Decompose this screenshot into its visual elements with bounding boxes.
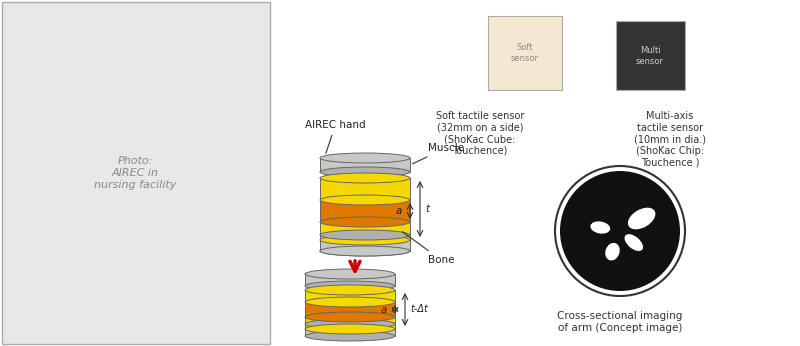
FancyBboxPatch shape xyxy=(305,274,395,286)
Text: Cross-sectional imaging
of arm (Concept image): Cross-sectional imaging of arm (Concept … xyxy=(558,311,682,333)
FancyBboxPatch shape xyxy=(320,178,410,200)
FancyBboxPatch shape xyxy=(305,290,395,302)
Ellipse shape xyxy=(320,246,410,256)
FancyBboxPatch shape xyxy=(305,302,395,317)
Ellipse shape xyxy=(320,235,410,245)
Ellipse shape xyxy=(305,297,395,307)
Text: t: t xyxy=(425,204,429,214)
FancyBboxPatch shape xyxy=(305,324,395,336)
FancyBboxPatch shape xyxy=(320,235,410,251)
Ellipse shape xyxy=(305,331,395,341)
Ellipse shape xyxy=(305,319,395,329)
FancyBboxPatch shape xyxy=(305,317,395,329)
Ellipse shape xyxy=(305,269,395,279)
Ellipse shape xyxy=(320,167,410,177)
Text: Photo:
AIREC in
nursing facility: Photo: AIREC in nursing facility xyxy=(94,156,176,190)
Ellipse shape xyxy=(590,221,610,234)
Ellipse shape xyxy=(320,153,410,163)
Text: Multi
sensor: Multi sensor xyxy=(636,46,664,66)
FancyBboxPatch shape xyxy=(320,158,410,172)
Ellipse shape xyxy=(320,230,410,240)
Ellipse shape xyxy=(320,195,410,205)
Ellipse shape xyxy=(320,173,410,183)
Text: Multi-axis
tactile sensor
(10mm in dia.)
(ShoKac Chip:
Touchence ): Multi-axis tactile sensor (10mm in dia.)… xyxy=(634,111,706,167)
Text: t-Δt: t-Δt xyxy=(410,304,428,315)
FancyBboxPatch shape xyxy=(2,2,270,344)
Ellipse shape xyxy=(606,243,620,261)
Text: Muscle: Muscle xyxy=(413,143,464,164)
FancyBboxPatch shape xyxy=(488,16,562,90)
Text: a: a xyxy=(381,305,387,315)
Ellipse shape xyxy=(320,217,410,227)
Ellipse shape xyxy=(305,281,395,291)
Text: Soft tactile sensor
(32mm on a side)
(ShoKac Cube:
Touchence): Soft tactile sensor (32mm on a side) (Sh… xyxy=(436,111,524,156)
FancyBboxPatch shape xyxy=(616,21,685,90)
Circle shape xyxy=(560,171,680,291)
Ellipse shape xyxy=(305,324,395,334)
Text: a: a xyxy=(396,206,402,216)
Ellipse shape xyxy=(628,208,655,229)
Text: Bone: Bone xyxy=(402,231,454,265)
FancyBboxPatch shape xyxy=(320,222,410,240)
Text: Soft
sensor: Soft sensor xyxy=(511,43,539,63)
Text: AIREC hand: AIREC hand xyxy=(305,120,366,153)
Ellipse shape xyxy=(320,246,410,256)
Ellipse shape xyxy=(305,312,395,322)
Ellipse shape xyxy=(305,285,395,295)
Ellipse shape xyxy=(625,234,643,251)
FancyBboxPatch shape xyxy=(320,200,410,222)
Circle shape xyxy=(555,166,685,296)
